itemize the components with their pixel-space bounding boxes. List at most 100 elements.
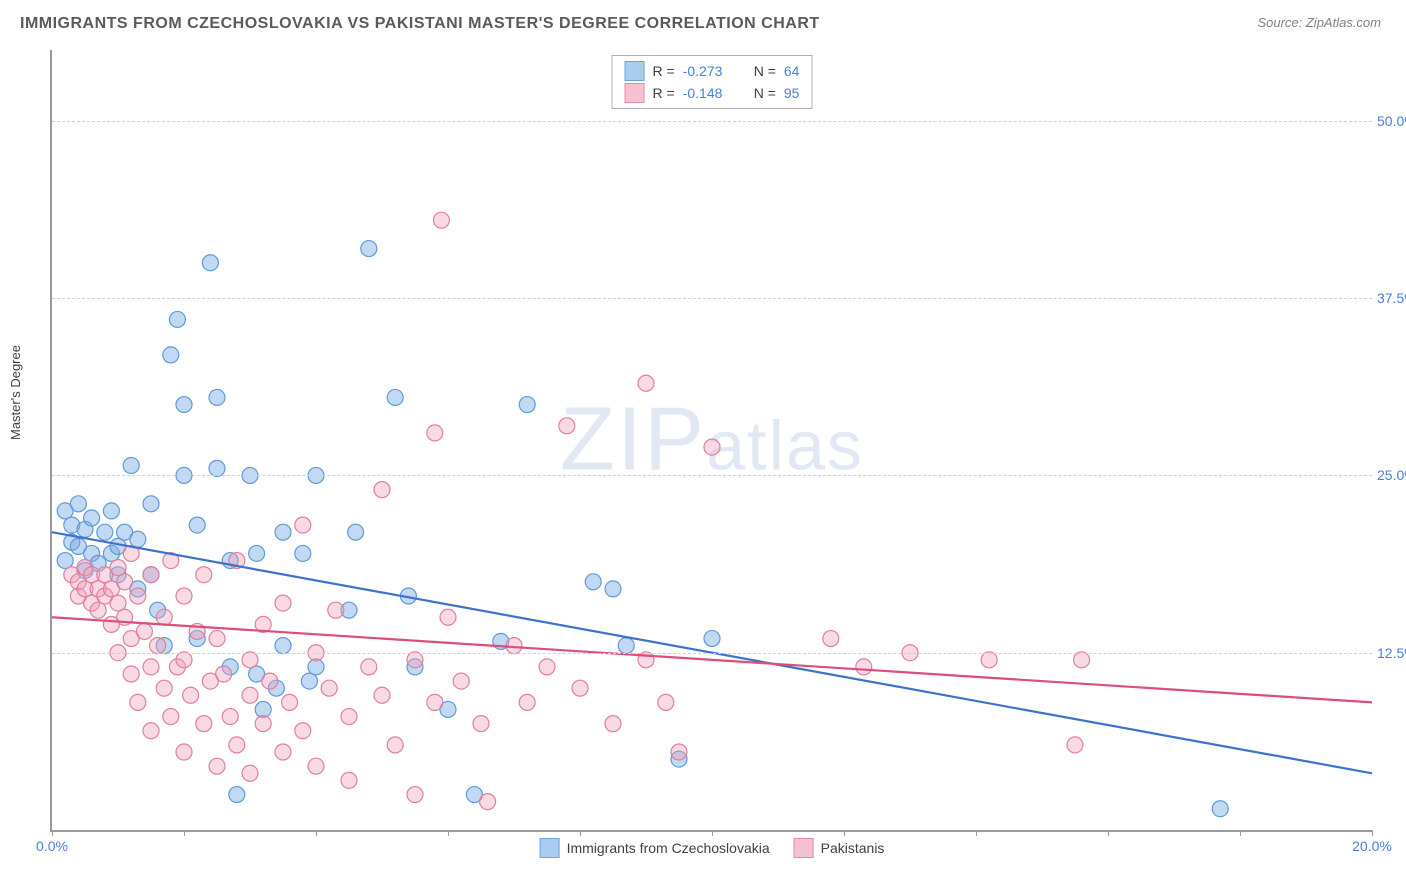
scatter-point-pak (282, 694, 298, 710)
x-tick (1240, 830, 1241, 836)
scatter-point-pak (163, 709, 179, 725)
y-tick-label: 25.0% (1377, 467, 1406, 483)
source-name: ZipAtlas.com (1306, 15, 1381, 30)
gridline (52, 475, 1372, 476)
scatter-point-pak (407, 652, 423, 668)
scatter-point-pak (130, 588, 146, 604)
scatter-point-pak (341, 709, 357, 725)
legend-series-item: Immigrants from Czechoslovakia (540, 838, 770, 858)
scatter-point-czech (704, 631, 720, 647)
scatter-point-czech (229, 787, 245, 803)
scatter-point-czech (275, 638, 291, 654)
legend-r-label: R = (653, 60, 675, 82)
scatter-point-pak (427, 694, 443, 710)
scatter-point-czech (519, 397, 535, 413)
legend-correlation-row: R =-0.148N =95 (625, 82, 800, 104)
scatter-point-czech (163, 347, 179, 363)
legend-series-label: Immigrants from Czechoslovakia (567, 840, 770, 856)
scatter-point-pak (275, 744, 291, 760)
scatter-point-pak (374, 687, 390, 703)
scatter-point-pak (110, 595, 126, 611)
scatter-point-pak (262, 673, 278, 689)
scatter-point-pak (156, 680, 172, 696)
legend-n-label: N = (754, 60, 776, 82)
x-tick (580, 830, 581, 836)
x-tick (1372, 830, 1373, 836)
x-tick (1108, 830, 1109, 836)
scatter-point-czech (202, 255, 218, 271)
scatter-point-pak (480, 794, 496, 810)
scatter-point-pak (387, 737, 403, 753)
x-tick (844, 830, 845, 836)
chart-svg (52, 50, 1372, 830)
scatter-point-pak (229, 737, 245, 753)
scatter-point-pak (136, 623, 152, 639)
scatter-point-pak (156, 609, 172, 625)
scatter-point-pak (473, 716, 489, 732)
y-axis-label: Master's Degree (8, 345, 23, 440)
scatter-point-pak (856, 659, 872, 675)
scatter-point-pak (242, 652, 258, 668)
scatter-point-czech (387, 389, 403, 405)
scatter-point-pak (110, 560, 126, 576)
scatter-point-pak (572, 680, 588, 696)
legend-n-value: 95 (784, 82, 800, 104)
scatter-point-pak (117, 574, 133, 590)
scatter-point-pak (143, 659, 159, 675)
scatter-point-czech (361, 241, 377, 257)
scatter-point-pak (704, 439, 720, 455)
legend-r-value: -0.148 (683, 82, 738, 104)
scatter-point-pak (823, 631, 839, 647)
x-tick (184, 830, 185, 836)
scatter-point-pak (308, 758, 324, 774)
legend-swatch-czech (540, 838, 560, 858)
scatter-point-pak (176, 744, 192, 760)
scatter-point-pak (453, 673, 469, 689)
legend-swatch-pak (794, 838, 814, 858)
legend-correlation-row: R =-0.273N =64 (625, 60, 800, 82)
scatter-point-pak (295, 517, 311, 533)
scatter-point-pak (143, 723, 159, 739)
scatter-point-pak (90, 602, 106, 618)
scatter-point-pak (658, 694, 674, 710)
scatter-point-pak (183, 687, 199, 703)
scatter-point-pak (209, 758, 225, 774)
scatter-point-pak (433, 212, 449, 228)
scatter-point-pak (671, 744, 687, 760)
legend-r-label: R = (653, 82, 675, 104)
scatter-point-czech (143, 496, 159, 512)
scatter-point-pak (176, 652, 192, 668)
scatter-point-pak (196, 716, 212, 732)
scatter-point-czech (585, 574, 601, 590)
x-tick (976, 830, 977, 836)
gridline (52, 121, 1372, 122)
scatter-point-pak (275, 595, 291, 611)
scatter-point-czech (103, 503, 119, 519)
scatter-point-czech (249, 545, 265, 561)
x-tick-label: 20.0% (1352, 838, 1392, 854)
source-prefix: Source: (1257, 15, 1305, 30)
x-tick (52, 830, 53, 836)
legend-series-label: Pakistanis (821, 840, 885, 856)
scatter-point-pak (143, 567, 159, 583)
scatter-point-pak (295, 723, 311, 739)
chart-title: IMMIGRANTS FROM CZECHOSLOVAKIA VS PAKIST… (20, 15, 820, 33)
scatter-point-pak (638, 375, 654, 391)
legend-swatch-czech (625, 61, 645, 81)
scatter-point-pak (361, 659, 377, 675)
scatter-point-pak (216, 666, 232, 682)
scatter-point-czech (176, 397, 192, 413)
scatter-point-pak (242, 687, 258, 703)
x-tick (316, 830, 317, 836)
legend-series: Immigrants from Czechoslovakia Pakistanis (540, 838, 885, 858)
scatter-point-pak (328, 602, 344, 618)
scatter-point-czech (169, 311, 185, 327)
scatter-point-pak (176, 588, 192, 604)
scatter-point-pak (559, 418, 575, 434)
scatter-point-pak (427, 425, 443, 441)
y-tick-label: 50.0% (1377, 113, 1406, 129)
x-tick (448, 830, 449, 836)
scatter-point-pak (321, 680, 337, 696)
scatter-point-pak (605, 716, 621, 732)
scatter-point-pak (242, 765, 258, 781)
